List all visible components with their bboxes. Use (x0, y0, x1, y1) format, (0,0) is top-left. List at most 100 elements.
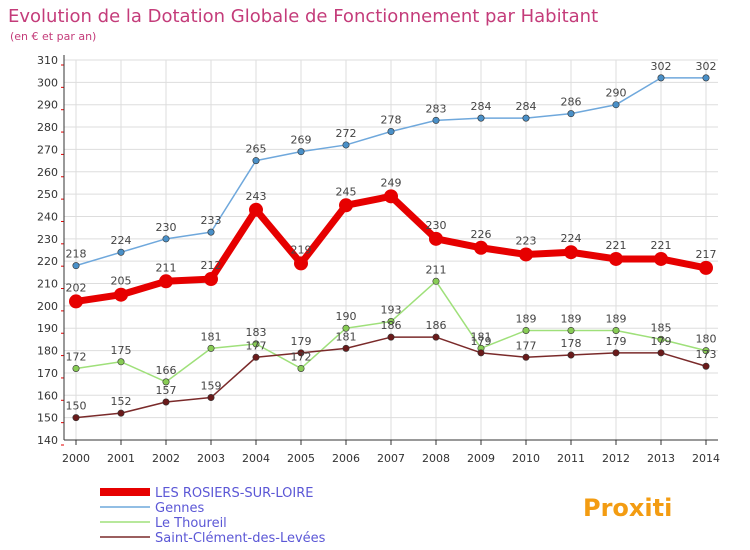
data-point (252, 157, 260, 165)
data-label: 183 (246, 326, 267, 339)
data-point (339, 198, 353, 213)
series-2 (72, 277, 710, 386)
data-label: 181 (471, 330, 492, 343)
legend-label: LES ROSIERS-SUR-LOIRE (155, 486, 313, 501)
data-point (654, 251, 668, 266)
y-tick-label: 280 (37, 121, 58, 134)
x-tick-label: 2010 (512, 452, 540, 465)
data-point (252, 340, 260, 348)
data-point (432, 116, 440, 124)
data-point (117, 358, 125, 366)
data-point (69, 294, 83, 309)
data-point (114, 287, 128, 302)
legend-label: Saint-Clément-des-Levées (155, 531, 326, 546)
data-label: 284 (516, 100, 537, 113)
data-point (249, 202, 263, 217)
data-label: 302 (696, 60, 717, 73)
data-point (72, 414, 80, 422)
data-label: 224 (561, 232, 582, 245)
x-tick-label: 2007 (377, 452, 405, 465)
data-point (207, 394, 215, 402)
data-label: 181 (201, 330, 222, 343)
data-point (342, 344, 350, 352)
data-point (429, 231, 443, 246)
data-label: 189 (561, 312, 582, 325)
data-point (387, 318, 395, 326)
data-point (522, 114, 530, 122)
data-point (117, 409, 125, 417)
x-tick-label: 2001 (107, 452, 135, 465)
data-point (567, 351, 575, 359)
x-tick-label: 2012 (602, 452, 630, 465)
x-tick-label: 2013 (647, 452, 675, 465)
data-label: 189 (606, 312, 627, 325)
y-tick-label: 260 (37, 166, 58, 179)
data-point (342, 324, 350, 332)
data-point (432, 277, 440, 285)
data-point (474, 240, 488, 255)
data-label: 226 (471, 228, 492, 241)
data-point (384, 189, 398, 204)
data-point (297, 349, 305, 357)
y-tick-label: 190 (37, 322, 58, 335)
data-point (702, 362, 710, 370)
y-tick-label: 140 (37, 434, 58, 447)
data-point (204, 272, 218, 287)
data-point (162, 378, 170, 386)
data-label: 223 (516, 234, 537, 247)
data-point (117, 248, 125, 256)
data-label: 218 (66, 248, 87, 261)
data-label: 212 (201, 259, 222, 272)
y-tick-label: 210 (37, 278, 58, 291)
data-point (522, 353, 530, 361)
data-label: 180 (696, 333, 717, 346)
y-tick-label: 180 (37, 345, 58, 358)
data-point (162, 398, 170, 406)
x-tick-label: 2000 (62, 452, 90, 465)
y-tick-label: 300 (37, 76, 58, 89)
x-tick-label: 2002 (152, 452, 180, 465)
data-point (297, 148, 305, 156)
data-point (432, 333, 440, 341)
data-label: 178 (561, 337, 582, 350)
data-label: 245 (336, 185, 357, 198)
data-label: 249 (381, 176, 402, 189)
data-label: 175 (111, 344, 132, 357)
series-1 (72, 74, 710, 270)
data-point (657, 74, 665, 82)
data-label: 177 (516, 339, 537, 352)
data-label: 284 (471, 100, 492, 113)
data-label: 219 (291, 243, 312, 256)
data-label: 179 (291, 335, 312, 348)
data-label: 217 (696, 248, 717, 261)
data-point (477, 349, 485, 357)
y-tick-label: 240 (37, 210, 58, 223)
x-tick-label: 2005 (287, 452, 315, 465)
chart-title: Evolution de la Dotation Globale de Fonc… (8, 6, 598, 27)
y-tick-label: 230 (37, 233, 58, 246)
y-tick-label: 220 (37, 255, 58, 268)
data-label: 233 (201, 214, 222, 227)
data-label: 179 (471, 335, 492, 348)
data-point (162, 235, 170, 243)
data-point (387, 333, 395, 341)
axes: 140 150 160 170 180 190 200 210 220 230 240 250 260 2… (37, 54, 720, 465)
data-point (609, 251, 623, 266)
legend-label: Le Thoureil (155, 516, 227, 531)
data-label: 159 (201, 380, 222, 393)
data-point (297, 364, 305, 372)
data-label: 272 (336, 127, 357, 140)
data-point (702, 347, 710, 355)
data-label: 172 (291, 350, 312, 363)
data-label: 230 (156, 221, 177, 234)
data-label: 286 (561, 96, 582, 109)
data-label: 186 (381, 319, 402, 332)
data-label: 189 (516, 312, 537, 325)
data-point (72, 364, 80, 372)
data-label: 172 (66, 350, 87, 363)
data-label: 179 (606, 335, 627, 348)
data-point (342, 141, 350, 149)
x-tick-label: 2004 (242, 452, 270, 465)
data-point (252, 353, 260, 361)
data-point (567, 110, 575, 118)
